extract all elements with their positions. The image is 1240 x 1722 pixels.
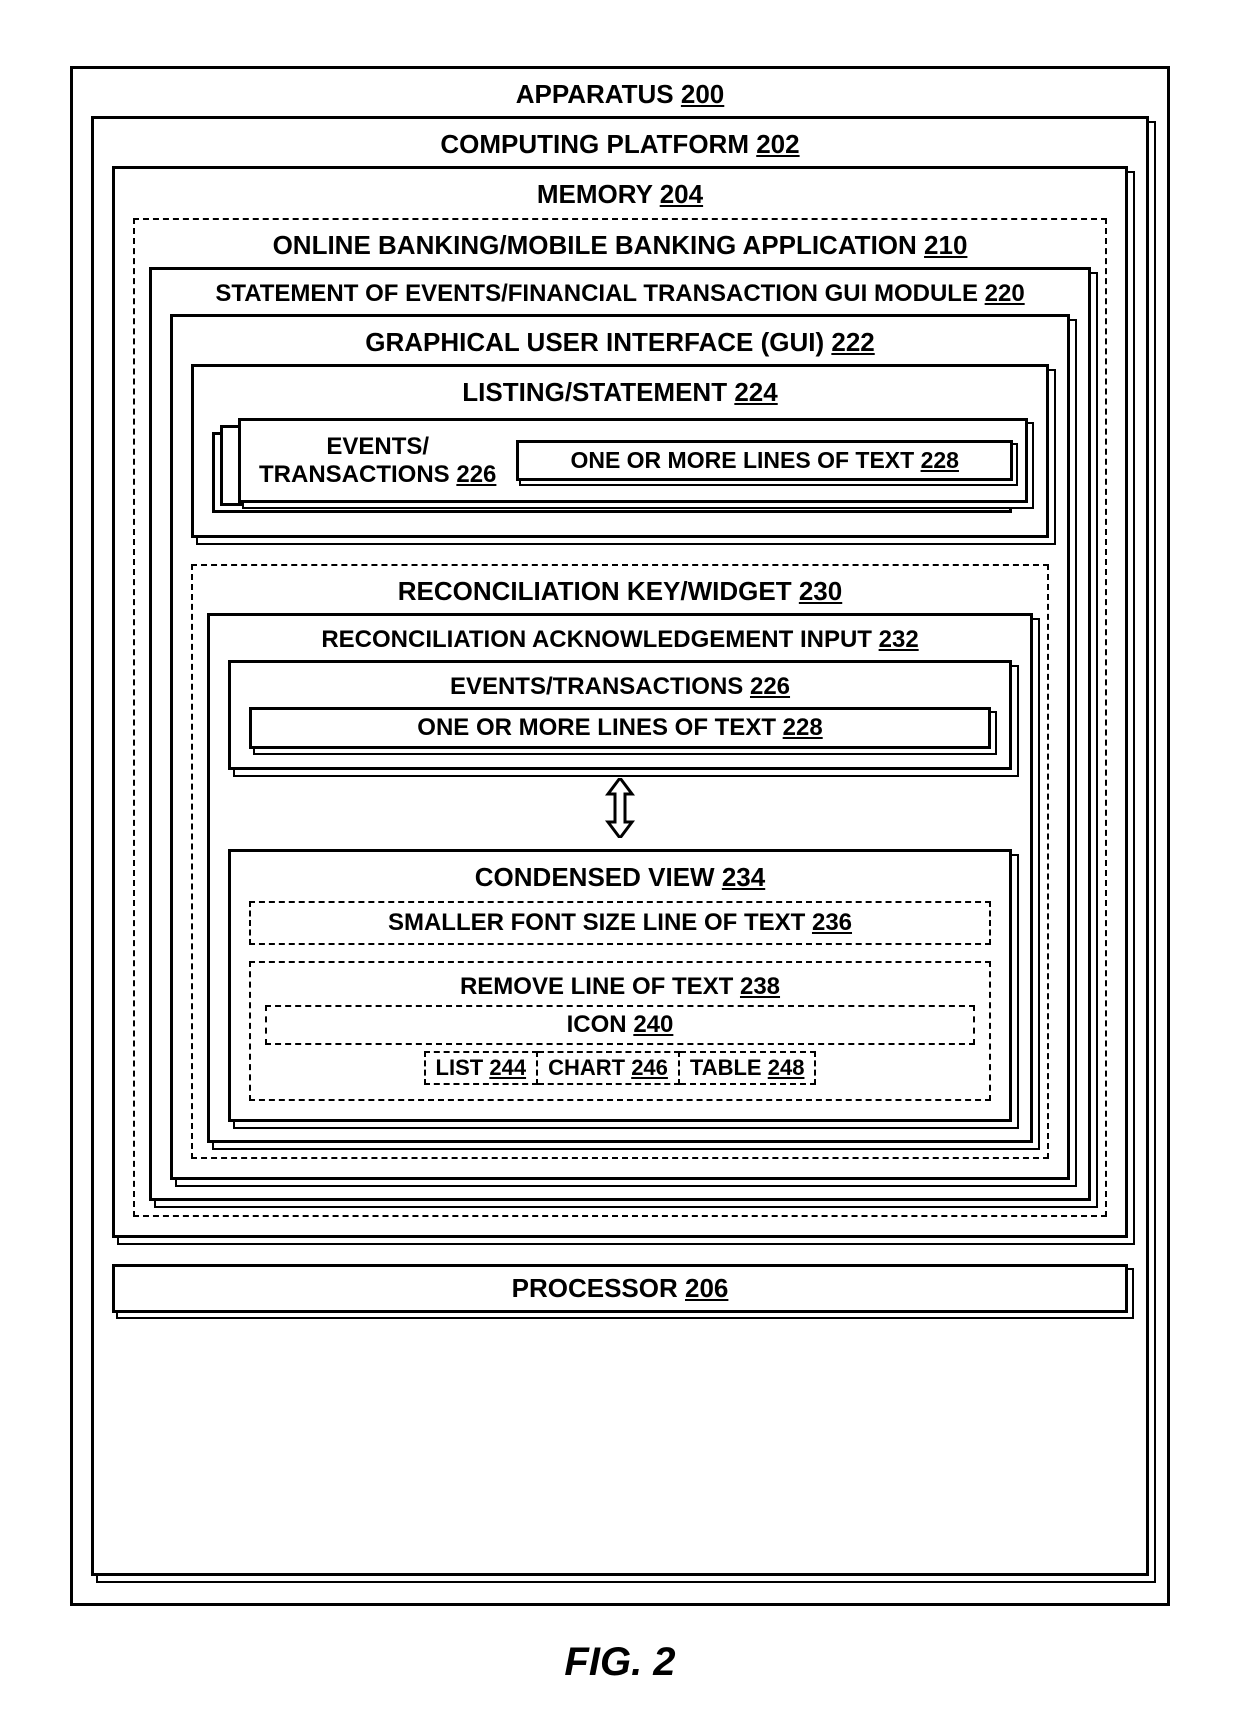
- events-label-wrap: EVENTS/TRANSACTIONS 226: [253, 429, 502, 492]
- events2-ref: 226: [750, 673, 790, 700]
- condensed-ref: 234: [722, 862, 765, 892]
- list-label: LIST: [436, 1055, 484, 1080]
- platform-title: COMPUTING PLATFORM 202: [112, 129, 1128, 160]
- ack-input-title: RECONCILIATION ACKNOWLEDGEMENT INPUT 232: [228, 626, 1012, 654]
- chart-label: CHART: [548, 1055, 625, 1080]
- bidirectional-arrow: [228, 778, 1012, 843]
- events2-label: EVENTS/TRANSACTIONS: [450, 673, 743, 700]
- processor-label: PROCESSOR: [512, 1273, 678, 1303]
- condensed-label: CONDENSED VIEW: [475, 862, 715, 892]
- list-option: LIST 244: [424, 1051, 539, 1085]
- remove-line-ref: 238: [740, 973, 780, 1000]
- ack-input-label: RECONCILIATION ACKNOWLEDGEMENT INPUT: [321, 626, 872, 653]
- table-ref: 248: [768, 1055, 805, 1080]
- gui-module-ref: 220: [985, 280, 1025, 307]
- figure-caption: FIG. 2: [70, 1640, 1170, 1685]
- platform-box: COMPUTING PLATFORM 202 MEMORY 204 ONLINE…: [91, 116, 1149, 1576]
- memory-title: MEMORY 204: [133, 179, 1107, 210]
- lines2-box: ONE OR MORE LINES OF TEXT 228: [249, 707, 991, 749]
- application-box: ONLINE BANKING/MOBILE BANKING APPLICATIO…: [133, 218, 1107, 1217]
- chart-option: CHART 246: [538, 1051, 680, 1085]
- lines-of-text-ref: 228: [921, 447, 959, 473]
- lines-of-text-box: ONE OR MORE LINES OF TEXT 228: [516, 440, 1013, 481]
- application-ref: 210: [924, 230, 967, 260]
- smaller-font-box: SMALLER FONT SIZE LINE OF TEXT 236: [249, 901, 991, 945]
- events2-title: EVENTS/TRANSACTIONS 226: [249, 673, 991, 701]
- smaller-font-ref: 236: [812, 909, 852, 936]
- chart-ref: 246: [631, 1055, 668, 1080]
- events-ref: 226: [456, 461, 496, 488]
- ack-input-ref: 232: [879, 626, 919, 653]
- events-label: EVENTS/TRANSACTIONS: [259, 433, 450, 488]
- icon-box: ICON 240: [265, 1005, 975, 1045]
- remove-line-title: REMOVE LINE OF TEXT 238: [265, 973, 975, 1001]
- listing-label: LISTING/STATEMENT: [462, 377, 727, 407]
- remove-line-label: REMOVE LINE OF TEXT: [460, 973, 733, 1000]
- remove-line-box: REMOVE LINE OF TEXT 238 ICON: [249, 961, 991, 1101]
- gui-title: GRAPHICAL USER INTERFACE (GUI) 222: [191, 327, 1049, 358]
- events2-box: EVENTS/TRANSACTIONS 226 ONE OR MORE LINE…: [228, 660, 1012, 770]
- listing-box: LISTING/STATEMENT 224 EVENTS/T: [191, 364, 1049, 538]
- widget-ref: 230: [799, 576, 842, 606]
- apparatus-label: APPARATUS: [516, 79, 674, 109]
- table-label: TABLE: [690, 1055, 762, 1080]
- lines2-label: ONE OR MORE LINES OF TEXT: [417, 714, 776, 741]
- memory-label: MEMORY: [537, 179, 653, 209]
- widget-box: RECONCILIATION KEY/WIDGET 230 RECONCILIA…: [191, 564, 1049, 1159]
- lines2-ref: 228: [783, 714, 823, 741]
- list-ref: 244: [489, 1055, 526, 1080]
- apparatus-title: APPARATUS 200: [91, 79, 1149, 110]
- updown-arrow-icon: [600, 778, 640, 838]
- listing-ref: 224: [734, 377, 777, 407]
- smaller-font-label: SMALLER FONT SIZE LINE OF TEXT: [388, 909, 805, 936]
- platform-ref: 202: [756, 129, 799, 159]
- ack-input-box: RECONCILIATION ACKNOWLEDGEMENT INPUT 232…: [207, 613, 1033, 1143]
- events-stack: EVENTS/TRANSACTIONS 226 ONE OR MORE LINE…: [212, 418, 1028, 513]
- platform-label: COMPUTING PLATFORM: [440, 129, 749, 159]
- application-label: ONLINE BANKING/MOBILE BANKING APPLICATIO…: [273, 230, 917, 260]
- gui-box: GRAPHICAL USER INTERFACE (GUI) 222 LISTI…: [170, 314, 1070, 1180]
- memory-box: MEMORY 204 ONLINE BANKING/MOBILE BANKING…: [112, 166, 1128, 1238]
- processor-ref: 206: [685, 1273, 728, 1303]
- gui-label: GRAPHICAL USER INTERFACE (GUI): [365, 327, 824, 357]
- gui-ref: 222: [831, 327, 874, 357]
- icon-label: ICON: [567, 1011, 627, 1038]
- widget-label: RECONCILIATION KEY/WIDGET: [398, 576, 792, 606]
- icon-ref: 240: [633, 1011, 673, 1038]
- gui-module-title: STATEMENT OF EVENTS/FINANCIAL TRANSACTIO…: [170, 280, 1070, 308]
- condensed-title: CONDENSED VIEW 234: [249, 862, 991, 893]
- apparatus-ref: 200: [681, 79, 724, 109]
- gui-module-box: STATEMENT OF EVENTS/FINANCIAL TRANSACTIO…: [149, 267, 1091, 1201]
- icon-options-row: LIST 244 CHART 246: [265, 1051, 975, 1085]
- gui-module-label: STATEMENT OF EVENTS/FINANCIAL TRANSACTIO…: [215, 280, 978, 307]
- events-stack-top: EVENTS/TRANSACTIONS 226 ONE OR MORE LINE…: [238, 418, 1028, 503]
- lines-of-text-label: ONE OR MORE LINES OF TEXT: [570, 447, 914, 473]
- processor-box: PROCESSOR 206: [112, 1264, 1128, 1313]
- application-title: ONLINE BANKING/MOBILE BANKING APPLICATIO…: [149, 230, 1091, 261]
- table-option: TABLE 248: [680, 1051, 817, 1085]
- memory-ref: 204: [660, 179, 703, 209]
- listing-title: LISTING/STATEMENT 224: [212, 377, 1028, 408]
- widget-title: RECONCILIATION KEY/WIDGET 230: [207, 576, 1033, 607]
- apparatus-box: APPARATUS 200 COMPUTING PLATFORM 202 MEM…: [70, 66, 1170, 1606]
- condensed-box: CONDENSED VIEW 234 SMALLER FONT SIZE LIN…: [228, 849, 1012, 1122]
